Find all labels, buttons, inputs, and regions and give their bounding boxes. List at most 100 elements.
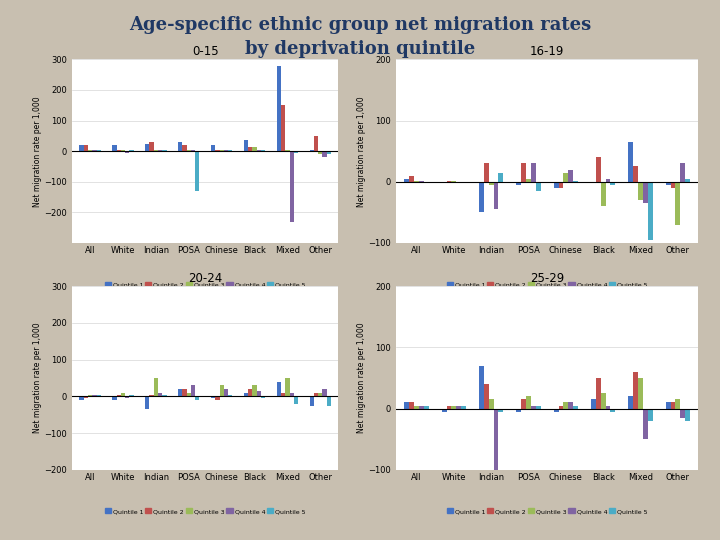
Bar bbox=[521, 164, 526, 182]
Bar bbox=[446, 406, 451, 409]
Bar bbox=[596, 157, 600, 182]
Bar bbox=[451, 406, 456, 409]
Bar bbox=[220, 386, 224, 396]
Bar bbox=[191, 150, 195, 151]
Bar bbox=[256, 391, 261, 396]
Bar bbox=[162, 150, 166, 151]
Bar bbox=[564, 173, 568, 182]
Bar bbox=[150, 395, 154, 396]
Bar bbox=[419, 406, 424, 409]
Bar bbox=[121, 393, 125, 396]
Bar bbox=[323, 389, 327, 396]
Bar bbox=[244, 393, 248, 396]
Bar bbox=[125, 151, 130, 153]
Bar bbox=[318, 393, 323, 396]
Bar bbox=[154, 150, 158, 151]
Bar bbox=[680, 164, 685, 182]
Legend: Quintile 1, Quintile 2, Quintile 3, Quintile 4, Quintile 5: Quintile 1, Quintile 2, Quintile 3, Quin… bbox=[102, 506, 308, 517]
Bar bbox=[224, 389, 228, 396]
Bar bbox=[564, 402, 568, 409]
Bar bbox=[648, 182, 652, 240]
Bar bbox=[461, 406, 466, 409]
Bar bbox=[498, 409, 503, 411]
Bar bbox=[675, 400, 680, 409]
Bar bbox=[294, 396, 298, 404]
Bar bbox=[606, 179, 611, 182]
Bar bbox=[600, 182, 606, 206]
Bar bbox=[554, 182, 559, 188]
Bar bbox=[220, 150, 224, 151]
Bar bbox=[494, 182, 498, 210]
Bar bbox=[117, 150, 121, 151]
Bar bbox=[261, 150, 265, 151]
Bar bbox=[489, 400, 494, 409]
Bar bbox=[629, 142, 634, 182]
Bar bbox=[158, 393, 162, 396]
Bar bbox=[186, 393, 191, 396]
Bar bbox=[414, 180, 419, 182]
Bar bbox=[611, 182, 616, 185]
Bar bbox=[84, 145, 88, 151]
Bar bbox=[84, 396, 88, 398]
Title: 16-19: 16-19 bbox=[530, 45, 564, 58]
Bar bbox=[568, 402, 573, 409]
Bar bbox=[92, 150, 96, 151]
Bar bbox=[228, 395, 233, 396]
Bar bbox=[130, 395, 134, 396]
Bar bbox=[414, 406, 419, 409]
Bar bbox=[573, 180, 578, 182]
Bar bbox=[675, 182, 680, 225]
Bar bbox=[638, 378, 643, 409]
Bar bbox=[643, 409, 648, 439]
Bar bbox=[130, 150, 134, 151]
Bar bbox=[285, 150, 289, 151]
Bar bbox=[112, 396, 117, 400]
Bar bbox=[516, 409, 521, 411]
Bar bbox=[559, 406, 564, 409]
Bar bbox=[253, 146, 256, 151]
Bar bbox=[531, 164, 536, 182]
Bar bbox=[289, 393, 294, 396]
Bar bbox=[88, 150, 92, 151]
Bar bbox=[484, 384, 489, 409]
Bar bbox=[96, 395, 101, 396]
Y-axis label: Net migration rate per 1,000: Net migration rate per 1,000 bbox=[356, 323, 366, 433]
Bar bbox=[276, 382, 281, 396]
Bar bbox=[158, 150, 162, 151]
Bar bbox=[409, 176, 414, 182]
Bar bbox=[211, 396, 215, 398]
Bar bbox=[248, 146, 253, 151]
Bar bbox=[685, 179, 690, 182]
Title: 20-24: 20-24 bbox=[188, 272, 222, 285]
Bar bbox=[479, 366, 484, 409]
Bar bbox=[96, 150, 101, 151]
Bar bbox=[600, 393, 606, 409]
Bar bbox=[648, 409, 652, 421]
Bar bbox=[195, 396, 199, 400]
Bar bbox=[79, 145, 84, 151]
Bar bbox=[253, 386, 256, 396]
Bar bbox=[484, 164, 489, 182]
Y-axis label: Net migration rate per 1,000: Net migration rate per 1,000 bbox=[32, 96, 42, 206]
Bar bbox=[516, 182, 521, 185]
Legend: Quintile 1, Quintile 2, Quintile 3, Quintile 4, Quintile 5: Quintile 1, Quintile 2, Quintile 3, Quin… bbox=[102, 279, 308, 290]
Bar bbox=[596, 378, 600, 409]
Bar bbox=[591, 400, 596, 409]
Bar bbox=[154, 378, 158, 396]
Bar bbox=[182, 389, 186, 396]
Bar bbox=[634, 372, 638, 409]
Bar bbox=[456, 182, 461, 183]
Y-axis label: Net migration rate per 1,000: Net migration rate per 1,000 bbox=[356, 96, 366, 206]
Bar bbox=[446, 180, 451, 182]
Bar bbox=[606, 406, 611, 409]
Bar bbox=[536, 406, 541, 409]
Bar bbox=[643, 182, 648, 203]
Bar bbox=[670, 402, 675, 409]
Bar bbox=[680, 409, 685, 418]
Bar bbox=[318, 151, 323, 154]
Y-axis label: Net migration rate per 1,000: Net migration rate per 1,000 bbox=[32, 323, 42, 433]
Bar bbox=[666, 182, 670, 185]
Bar bbox=[568, 170, 573, 182]
Bar bbox=[117, 395, 121, 396]
Bar bbox=[211, 145, 215, 151]
